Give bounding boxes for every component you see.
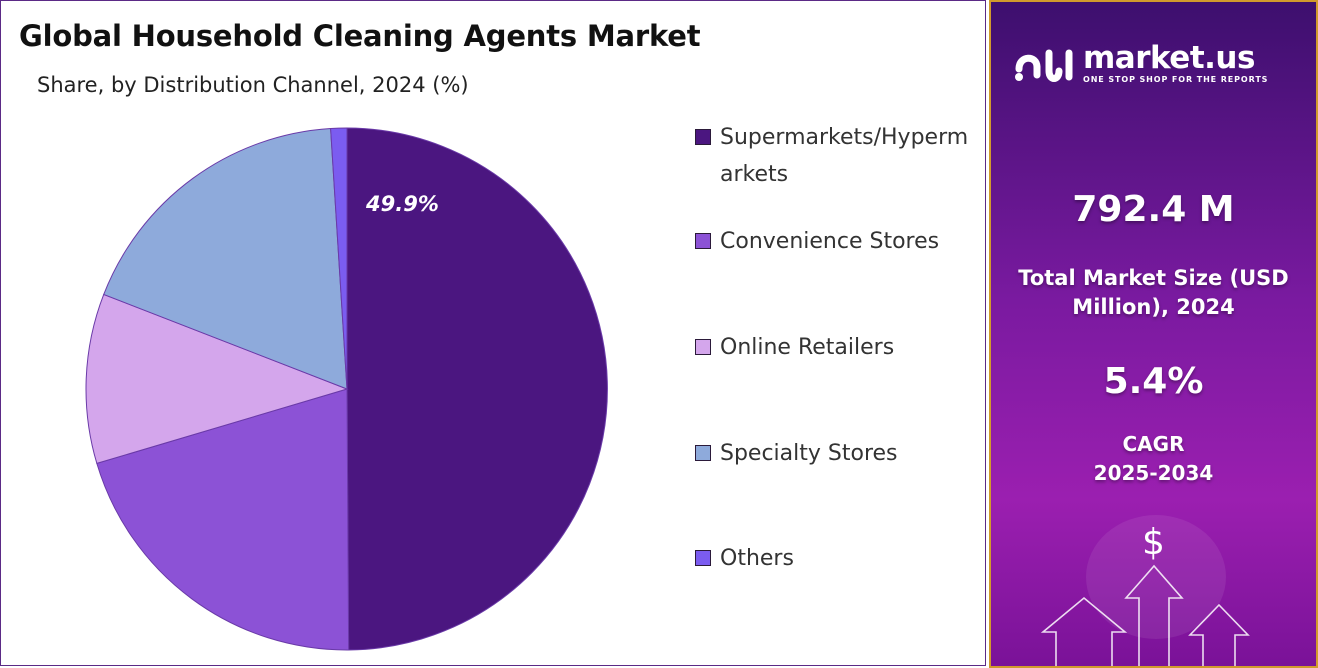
pie-slice-supermarkets-hypermarkets <box>346 127 608 651</box>
legend-swatch <box>695 550 711 566</box>
pie-slice-specialty-stores <box>103 127 348 390</box>
market-us-logo-icon <box>1015 49 1073 82</box>
legend-swatch <box>695 233 711 249</box>
data-label-supermarkets-hypermarkets: 49.9% <box>365 192 439 216</box>
legend-label: Convenience Stores <box>720 229 940 254</box>
legend-swatch <box>695 339 711 355</box>
dollar-icon: $ <box>1142 522 1165 563</box>
legend-item-others: Others <box>695 540 980 577</box>
legend-label: Supermarkets/Hypermarkets <box>720 125 969 187</box>
arrow-up-icon <box>1188 603 1250 666</box>
chart-subtitle: Share, by Distribution Channel, 2024 (%) <box>37 73 469 97</box>
arrow-up-icon <box>1124 564 1184 666</box>
legend-label: Others <box>720 546 794 571</box>
legend-item-supermarkets-hypermarkets: Supermarkets/Hypermarkets <box>695 119 980 193</box>
background-decoration <box>1040 515 1250 666</box>
legend-item-convenience-stores: Convenience Stores <box>695 223 980 260</box>
pie-slice-others <box>330 127 348 390</box>
pie-slice-convenience-stores <box>96 388 350 651</box>
cagr-value: 5.4% <box>1103 361 1204 402</box>
arrow-up-icon <box>1040 596 1128 666</box>
info-panel: market.us ONE STOP SHOP FOR THE REPORTS … <box>989 0 1318 668</box>
chart-panel: Global Household Cleaning Agents Market … <box>0 0 986 666</box>
brand-tagline: ONE STOP SHOP FOR THE REPORTS <box>1083 75 1269 84</box>
market-size-value: 792.4 M <box>1072 189 1235 230</box>
legend-label: Online Retailers <box>720 335 895 360</box>
pie-chart: 49.9% <box>85 127 608 651</box>
chart-title: Global Household Cleaning Agents Market <box>19 19 701 53</box>
legend-item-specialty-stores: Specialty Stores <box>695 435 980 472</box>
pie-slice-online-retailers <box>85 293 349 465</box>
market-size-label: Total Market Size (USD Million), 2024 <box>1018 266 1289 319</box>
cagr-years: 2025-2034 <box>1093 461 1214 485</box>
logo: market.us ONE STOP SHOP FOR THE REPORTS <box>1013 42 1268 86</box>
legend-swatch <box>695 129 711 145</box>
legend-swatch <box>695 445 711 461</box>
legend-label: Specialty Stores <box>720 441 898 466</box>
cagr-label: CAGR <box>1122 432 1185 456</box>
legend-item-online-retailers: Online Retailers <box>695 329 980 366</box>
brand-name: market.us <box>1083 40 1255 76</box>
